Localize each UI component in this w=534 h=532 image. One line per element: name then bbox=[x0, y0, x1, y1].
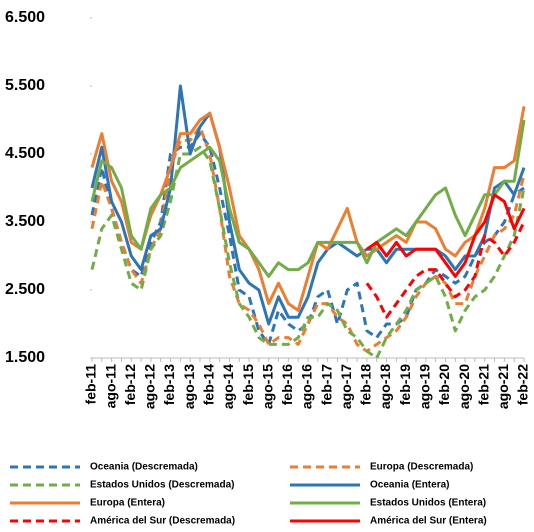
legend-label: Oceania (Entera) bbox=[370, 480, 449, 491]
x-tick-label: ago-15 bbox=[259, 364, 275, 409]
x-tick-label: ago-16 bbox=[299, 364, 315, 409]
x-tick-label: feb-12 bbox=[122, 364, 138, 405]
series-line bbox=[90, 106, 526, 312]
legend-label: Estados Unidos (Descremada) bbox=[90, 480, 235, 491]
series-line bbox=[90, 145, 526, 360]
x-tick-label: feb-13 bbox=[161, 364, 177, 405]
y-tick-label: 3.500 bbox=[5, 213, 45, 230]
legend-label: América del Sur (Descremada) bbox=[90, 516, 235, 527]
x-tick-label: feb-22 bbox=[515, 364, 531, 405]
x-tick-label: ago-11 bbox=[102, 364, 118, 409]
x-tick-label: ago-20 bbox=[456, 364, 472, 409]
x-tick-label: feb-18 bbox=[358, 364, 374, 405]
series-line bbox=[366, 193, 526, 278]
y-tick-label: 1.500 bbox=[5, 349, 45, 366]
legend-label: Europa (Descremada) bbox=[370, 462, 473, 473]
series-line bbox=[365, 221, 526, 319]
x-tick-label: feb-14 bbox=[201, 364, 217, 405]
series-line bbox=[90, 84, 526, 326]
y-tick-label: 2.500 bbox=[5, 281, 45, 298]
x-tick-label: feb-16 bbox=[279, 364, 295, 405]
x-tick-label: feb-19 bbox=[397, 364, 413, 405]
x-tick-label: feb-15 bbox=[240, 364, 256, 405]
x-tick-label: feb-20 bbox=[436, 364, 452, 405]
x-tick-label: ago-14 bbox=[220, 364, 236, 409]
legend-label: Estados Unidos (Entera) bbox=[370, 498, 486, 509]
x-tick-label: ago-17 bbox=[338, 364, 354, 409]
legend-label: Oceania (Descremada) bbox=[90, 462, 198, 473]
legend-label: Europa (Entera) bbox=[90, 498, 165, 509]
legend-label: América del Sur (Entera) bbox=[370, 516, 487, 527]
x-tick-label: feb-21 bbox=[475, 364, 491, 405]
x-tick-label: ago-19 bbox=[417, 364, 433, 409]
x-tick-label: ago-13 bbox=[181, 364, 197, 409]
x-tick-label: ago-21 bbox=[495, 364, 511, 409]
x-tick-label: ago-12 bbox=[142, 364, 158, 409]
y-tick-label: 6.500 bbox=[5, 9, 45, 26]
y-tick-label: 4.500 bbox=[5, 145, 45, 162]
x-tick-label: ago-18 bbox=[377, 364, 393, 409]
series-line bbox=[90, 125, 526, 353]
x-tick-label: feb-17 bbox=[318, 364, 334, 405]
y-tick-label: 5.500 bbox=[5, 77, 45, 94]
x-tick-label: feb-11 bbox=[83, 364, 99, 405]
series-line bbox=[90, 132, 525, 346]
series-line bbox=[90, 119, 526, 278]
